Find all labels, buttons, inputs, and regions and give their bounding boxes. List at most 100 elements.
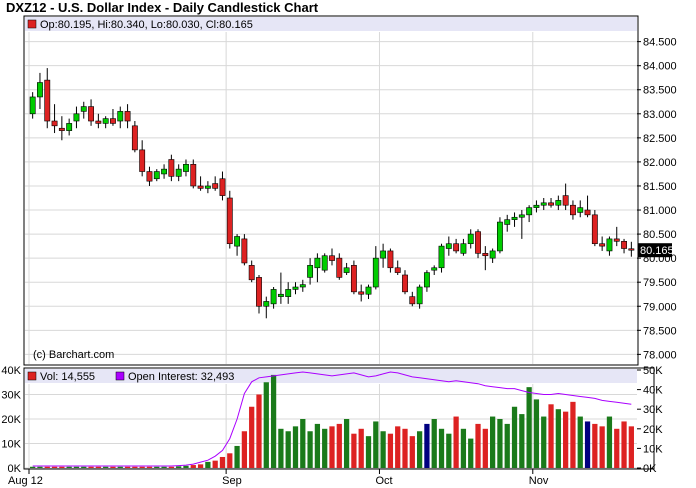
volume-bar	[446, 433, 452, 468]
volume-bar	[526, 387, 532, 468]
volume-bar	[81, 466, 87, 468]
volume-bar	[606, 416, 613, 468]
candle-body	[102, 118, 109, 124]
volume-bar	[51, 466, 58, 468]
volume-bar	[533, 399, 540, 468]
volume-bar	[424, 423, 430, 468]
volume-right-tick-label: 0K	[643, 463, 657, 475]
candle-body	[204, 185, 211, 189]
candle-body	[475, 231, 481, 254]
volume-bar	[183, 465, 189, 468]
volume-bar	[30, 466, 36, 468]
candle-body	[73, 113, 80, 122]
volume-bar	[66, 466, 72, 468]
price-tick-label: 84.000	[643, 61, 677, 73]
volume-bar	[548, 404, 554, 468]
volume-bar	[489, 416, 496, 468]
price-tick-label: 79.500	[643, 277, 677, 289]
volume-bar	[504, 423, 510, 468]
volume-right-tick-label: 40K	[643, 385, 663, 397]
candle-body	[358, 291, 365, 295]
price-tick-label: 78.000	[643, 349, 677, 361]
candle-body	[489, 250, 496, 259]
candle-body	[29, 96, 36, 115]
candle-body	[241, 238, 248, 264]
volume-bar	[219, 456, 226, 468]
candle-body	[591, 214, 598, 245]
volume-bar	[628, 426, 634, 468]
volume-bar	[395, 426, 401, 468]
candle-body	[88, 106, 94, 122]
volume-bar	[438, 428, 445, 468]
candle-body	[66, 123, 73, 131]
candle-body	[460, 243, 467, 254]
candle-body	[584, 209, 591, 216]
volume-bar	[117, 466, 123, 468]
x-tick-label: Oct	[375, 475, 392, 487]
candle-body	[58, 127, 65, 131]
volume-bar	[511, 406, 518, 468]
candle-body	[380, 250, 387, 259]
volume-right-tick-label: 50K	[643, 365, 663, 377]
volume-bar	[241, 431, 248, 468]
candles	[29, 68, 635, 319]
price-panel	[23, 15, 639, 366]
candle-body	[285, 289, 292, 297]
candle-body	[453, 243, 460, 252]
volume-bar	[614, 428, 620, 468]
candle-body	[606, 238, 613, 252]
volume-bar	[365, 436, 372, 468]
open-interest-line	[32, 371, 632, 467]
candle-body	[117, 111, 124, 122]
volume-right-tick-label: 10K	[643, 443, 663, 455]
price-tick-label: 83.500	[643, 85, 677, 97]
watermark: (c) Barchart.com	[33, 349, 114, 361]
candle-body	[511, 216, 518, 220]
candle-body	[548, 202, 554, 206]
candle-body	[175, 168, 182, 177]
volume-bar	[409, 436, 415, 468]
candle-body	[526, 207, 533, 216]
candle-body	[110, 118, 116, 124]
volume-bar	[351, 433, 357, 468]
volume-bar	[212, 460, 218, 468]
candle-body	[570, 204, 576, 216]
candle-body	[365, 286, 372, 295]
chart-title: DXZ12 - U.S. Dollar Index - Daily Candle…	[6, 0, 319, 15]
ohlc-readout: Op:80.195, Hi:80.340, Lo:80.030, Cl:80.1…	[40, 19, 253, 31]
volume-bar	[154, 466, 160, 468]
volume-right-tick-label: 20K	[643, 424, 663, 436]
candle-body	[183, 164, 189, 172]
candle-body	[438, 245, 445, 269]
volume-bar	[234, 445, 240, 468]
volume-right-tick-label: 30K	[643, 404, 663, 416]
candle-body	[504, 219, 511, 225]
candle-body	[314, 257, 321, 269]
price-tick-label: 78.500	[643, 325, 677, 337]
volume-bar	[270, 374, 277, 468]
oi-legend-swatch	[115, 371, 125, 381]
volume-bar	[190, 465, 196, 468]
x-tick-label: Sep	[222, 475, 242, 487]
candle-body	[467, 233, 474, 245]
price-tick-label: 82.000	[643, 157, 677, 169]
volume-bar	[555, 409, 561, 468]
candle-body	[387, 250, 394, 269]
x-tick-label: Nov	[529, 475, 549, 487]
volume-bar	[249, 406, 255, 468]
volume-bar	[380, 431, 386, 468]
volume-bar	[88, 466, 94, 468]
volume-bar	[431, 419, 437, 468]
candle-body	[277, 293, 284, 297]
candle-body	[80, 106, 87, 112]
volume-bar	[402, 428, 408, 468]
volume-bar	[285, 431, 291, 468]
volume-bars	[30, 374, 634, 468]
candle-body	[263, 301, 270, 307]
candle-body	[431, 267, 438, 271]
candle-body	[336, 257, 343, 278]
volume-bar	[110, 466, 116, 468]
candle-body	[518, 214, 525, 218]
candle-body	[44, 79, 51, 122]
price-tick-label: 81.000	[643, 205, 677, 217]
